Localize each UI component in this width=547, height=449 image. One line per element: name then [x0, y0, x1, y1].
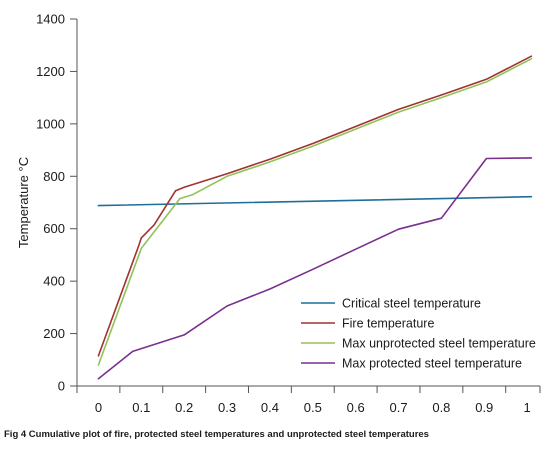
legend-label: Fire temperature: [342, 317, 434, 331]
x-axis: 0 0.1 0.2 0.3 0.4 0.5 0.6 0.7 0.8 0.9 1: [76, 385, 541, 415]
x-tick-label: 0.2: [175, 400, 193, 415]
series-line-2: [97, 55, 533, 357]
x-tick-label: 0.1: [132, 400, 150, 415]
legend-label: Max unprotected steel temperature: [342, 337, 536, 351]
series-line-4: [97, 157, 533, 380]
x-tick-label: 1: [524, 400, 531, 415]
y-axis: 0 200 400 600 800 1000 1200 1400: [36, 12, 78, 394]
x-tick-label: 0.4: [261, 400, 279, 415]
x-tick-label: 0.3: [218, 400, 236, 415]
x-tick-label: 0: [95, 400, 102, 415]
series-lines: [97, 55, 533, 380]
series-line-3: [97, 57, 533, 366]
x-tick-label: 0.5: [304, 400, 322, 415]
y-tick-label: 1200: [36, 64, 65, 79]
legend: Critical steel temperature Fire temperatu…: [301, 297, 536, 371]
y-tick-label: 1400: [36, 12, 65, 27]
legend-label: Max protected steel temperature: [342, 357, 522, 371]
y-tick-label: 200: [43, 326, 65, 341]
x-tick-label: 0.8: [432, 400, 450, 415]
y-tick-label: 1000: [36, 116, 65, 131]
legend-label: Critical steel temperature: [342, 297, 481, 311]
figure-caption: Fig 4 Cumulative plot of fire, protected…: [4, 429, 429, 440]
x-tick-label: 0.6: [347, 400, 365, 415]
series-line-1: [97, 195, 533, 207]
y-tick-label: 0: [58, 379, 65, 394]
y-tick-label: 400: [43, 274, 65, 289]
x-tick-label: 0.9: [475, 400, 493, 415]
y-tick-label: 800: [43, 169, 65, 184]
x-tick-label: 0.7: [389, 400, 407, 415]
y-tick-label: 600: [43, 221, 65, 236]
y-axis-label: Temperature °C: [16, 157, 31, 248]
